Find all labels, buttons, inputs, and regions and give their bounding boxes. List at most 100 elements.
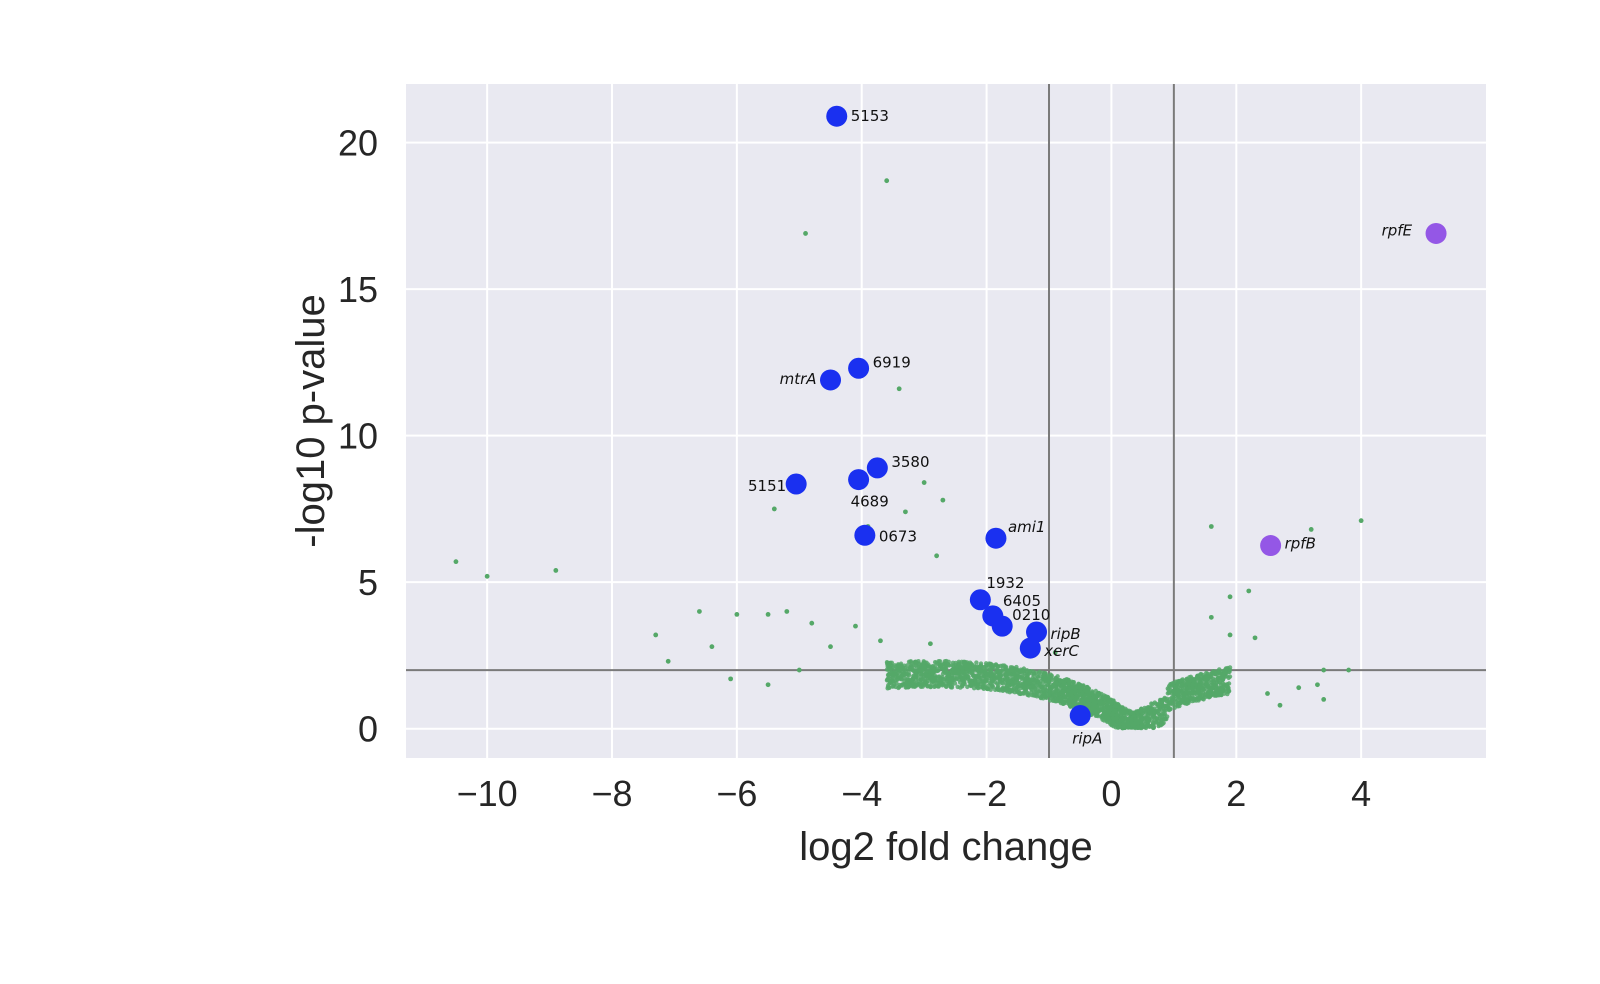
gene-point bbox=[938, 679, 943, 684]
highlighted-gene-point bbox=[1260, 535, 1282, 557]
gene-point bbox=[984, 663, 989, 668]
gene-point bbox=[978, 661, 984, 666]
gene-point bbox=[1219, 689, 1224, 694]
gene-point bbox=[1227, 669, 1232, 674]
gene-point bbox=[553, 568, 559, 573]
gene-point bbox=[1003, 687, 1008, 692]
highlighted-gene-point bbox=[848, 469, 870, 491]
gene-point bbox=[1000, 666, 1006, 671]
plot-background bbox=[406, 84, 1486, 758]
x-tick-label: −10 bbox=[457, 773, 518, 814]
gene-point bbox=[1059, 699, 1065, 704]
gene-point bbox=[1217, 670, 1222, 676]
gene-point bbox=[988, 669, 994, 674]
highlighted-gene-point bbox=[985, 527, 1007, 549]
gene-label: 5153 bbox=[851, 107, 889, 125]
gene-point bbox=[1177, 695, 1183, 700]
gene-point bbox=[1118, 717, 1123, 723]
gene-point bbox=[1207, 689, 1212, 695]
gene-point bbox=[1159, 713, 1165, 719]
gene-point bbox=[1062, 685, 1068, 691]
gene-point bbox=[980, 679, 986, 684]
gene-point bbox=[1082, 693, 1088, 699]
gene-point bbox=[1296, 685, 1302, 691]
gene-point bbox=[1184, 686, 1189, 692]
gene-point bbox=[734, 612, 740, 617]
gene-point bbox=[484, 573, 490, 579]
gene-point bbox=[958, 664, 963, 669]
gene-point bbox=[1106, 717, 1112, 723]
gene-point bbox=[1109, 723, 1114, 728]
gene-point bbox=[1020, 675, 1025, 680]
gene-point bbox=[1025, 692, 1031, 697]
gene-point bbox=[1097, 708, 1102, 713]
gene-point bbox=[1216, 693, 1222, 698]
gene-point bbox=[1227, 674, 1233, 679]
gene-point bbox=[925, 666, 930, 671]
gene-point bbox=[1176, 680, 1182, 685]
gene-point bbox=[936, 659, 941, 664]
gene-point bbox=[1223, 666, 1229, 671]
other-gene-points bbox=[453, 178, 1364, 731]
gene-point bbox=[1080, 684, 1085, 690]
gene-point bbox=[1010, 676, 1015, 681]
gene-point bbox=[1024, 668, 1030, 673]
gene-point bbox=[1114, 715, 1119, 721]
gene-label: ami1 bbox=[1008, 518, 1046, 536]
gene-point bbox=[1358, 518, 1364, 524]
gene-point bbox=[1162, 708, 1167, 713]
gene-point bbox=[1175, 703, 1180, 708]
gene-label: 1932 bbox=[986, 574, 1024, 592]
gene-point bbox=[1043, 693, 1048, 698]
gene-point bbox=[889, 672, 895, 677]
gene-point bbox=[903, 509, 908, 515]
gene-point bbox=[922, 671, 928, 677]
gene-point bbox=[976, 673, 981, 678]
gene-point bbox=[983, 667, 988, 673]
gene-point bbox=[1072, 685, 1077, 691]
gene-point bbox=[889, 660, 895, 665]
gene-point bbox=[1198, 679, 1203, 684]
gene-point bbox=[1098, 695, 1103, 700]
gene-point bbox=[1093, 694, 1098, 699]
gene-point bbox=[1145, 714, 1151, 719]
gene-label: mtrA bbox=[780, 370, 817, 388]
highlighted-gene-points bbox=[785, 105, 1447, 727]
gene-point bbox=[1016, 689, 1021, 694]
gene-point bbox=[765, 682, 771, 688]
gene-point bbox=[921, 480, 927, 485]
gene-point bbox=[1168, 688, 1174, 693]
gene-point bbox=[1048, 698, 1053, 703]
gene-point bbox=[1224, 689, 1230, 694]
gene-point bbox=[1122, 723, 1127, 728]
gene-point bbox=[1060, 679, 1065, 684]
gene-point bbox=[796, 667, 802, 673]
gene-point bbox=[1021, 683, 1027, 689]
gene-point bbox=[893, 684, 898, 690]
gene-point bbox=[904, 671, 910, 676]
gene-point bbox=[1160, 699, 1165, 705]
gene-point bbox=[1217, 680, 1222, 685]
gene-point bbox=[1204, 670, 1209, 676]
gene-point bbox=[1181, 678, 1187, 683]
gene-point bbox=[1086, 702, 1092, 707]
gene-point bbox=[1005, 668, 1010, 673]
gene-point bbox=[1152, 719, 1157, 724]
gene-point bbox=[1182, 695, 1188, 701]
gene-point bbox=[995, 675, 1000, 680]
x-tick-label: −6 bbox=[716, 773, 757, 814]
gene-label: 6919 bbox=[873, 353, 911, 371]
highlighted-gene-point bbox=[785, 473, 807, 495]
gene-point bbox=[930, 679, 935, 684]
gene-label: 5151 bbox=[748, 477, 786, 495]
highlighted-gene-point bbox=[1019, 637, 1041, 659]
gene-point bbox=[1026, 680, 1031, 685]
gene-point bbox=[1007, 671, 1012, 677]
gene-point bbox=[1053, 675, 1059, 681]
gene-point bbox=[926, 673, 932, 678]
gene-point bbox=[1220, 685, 1225, 690]
gene-point bbox=[1277, 702, 1283, 708]
highlighted-gene-point bbox=[969, 589, 991, 611]
gene-point bbox=[828, 644, 833, 650]
gene-point bbox=[893, 674, 899, 679]
